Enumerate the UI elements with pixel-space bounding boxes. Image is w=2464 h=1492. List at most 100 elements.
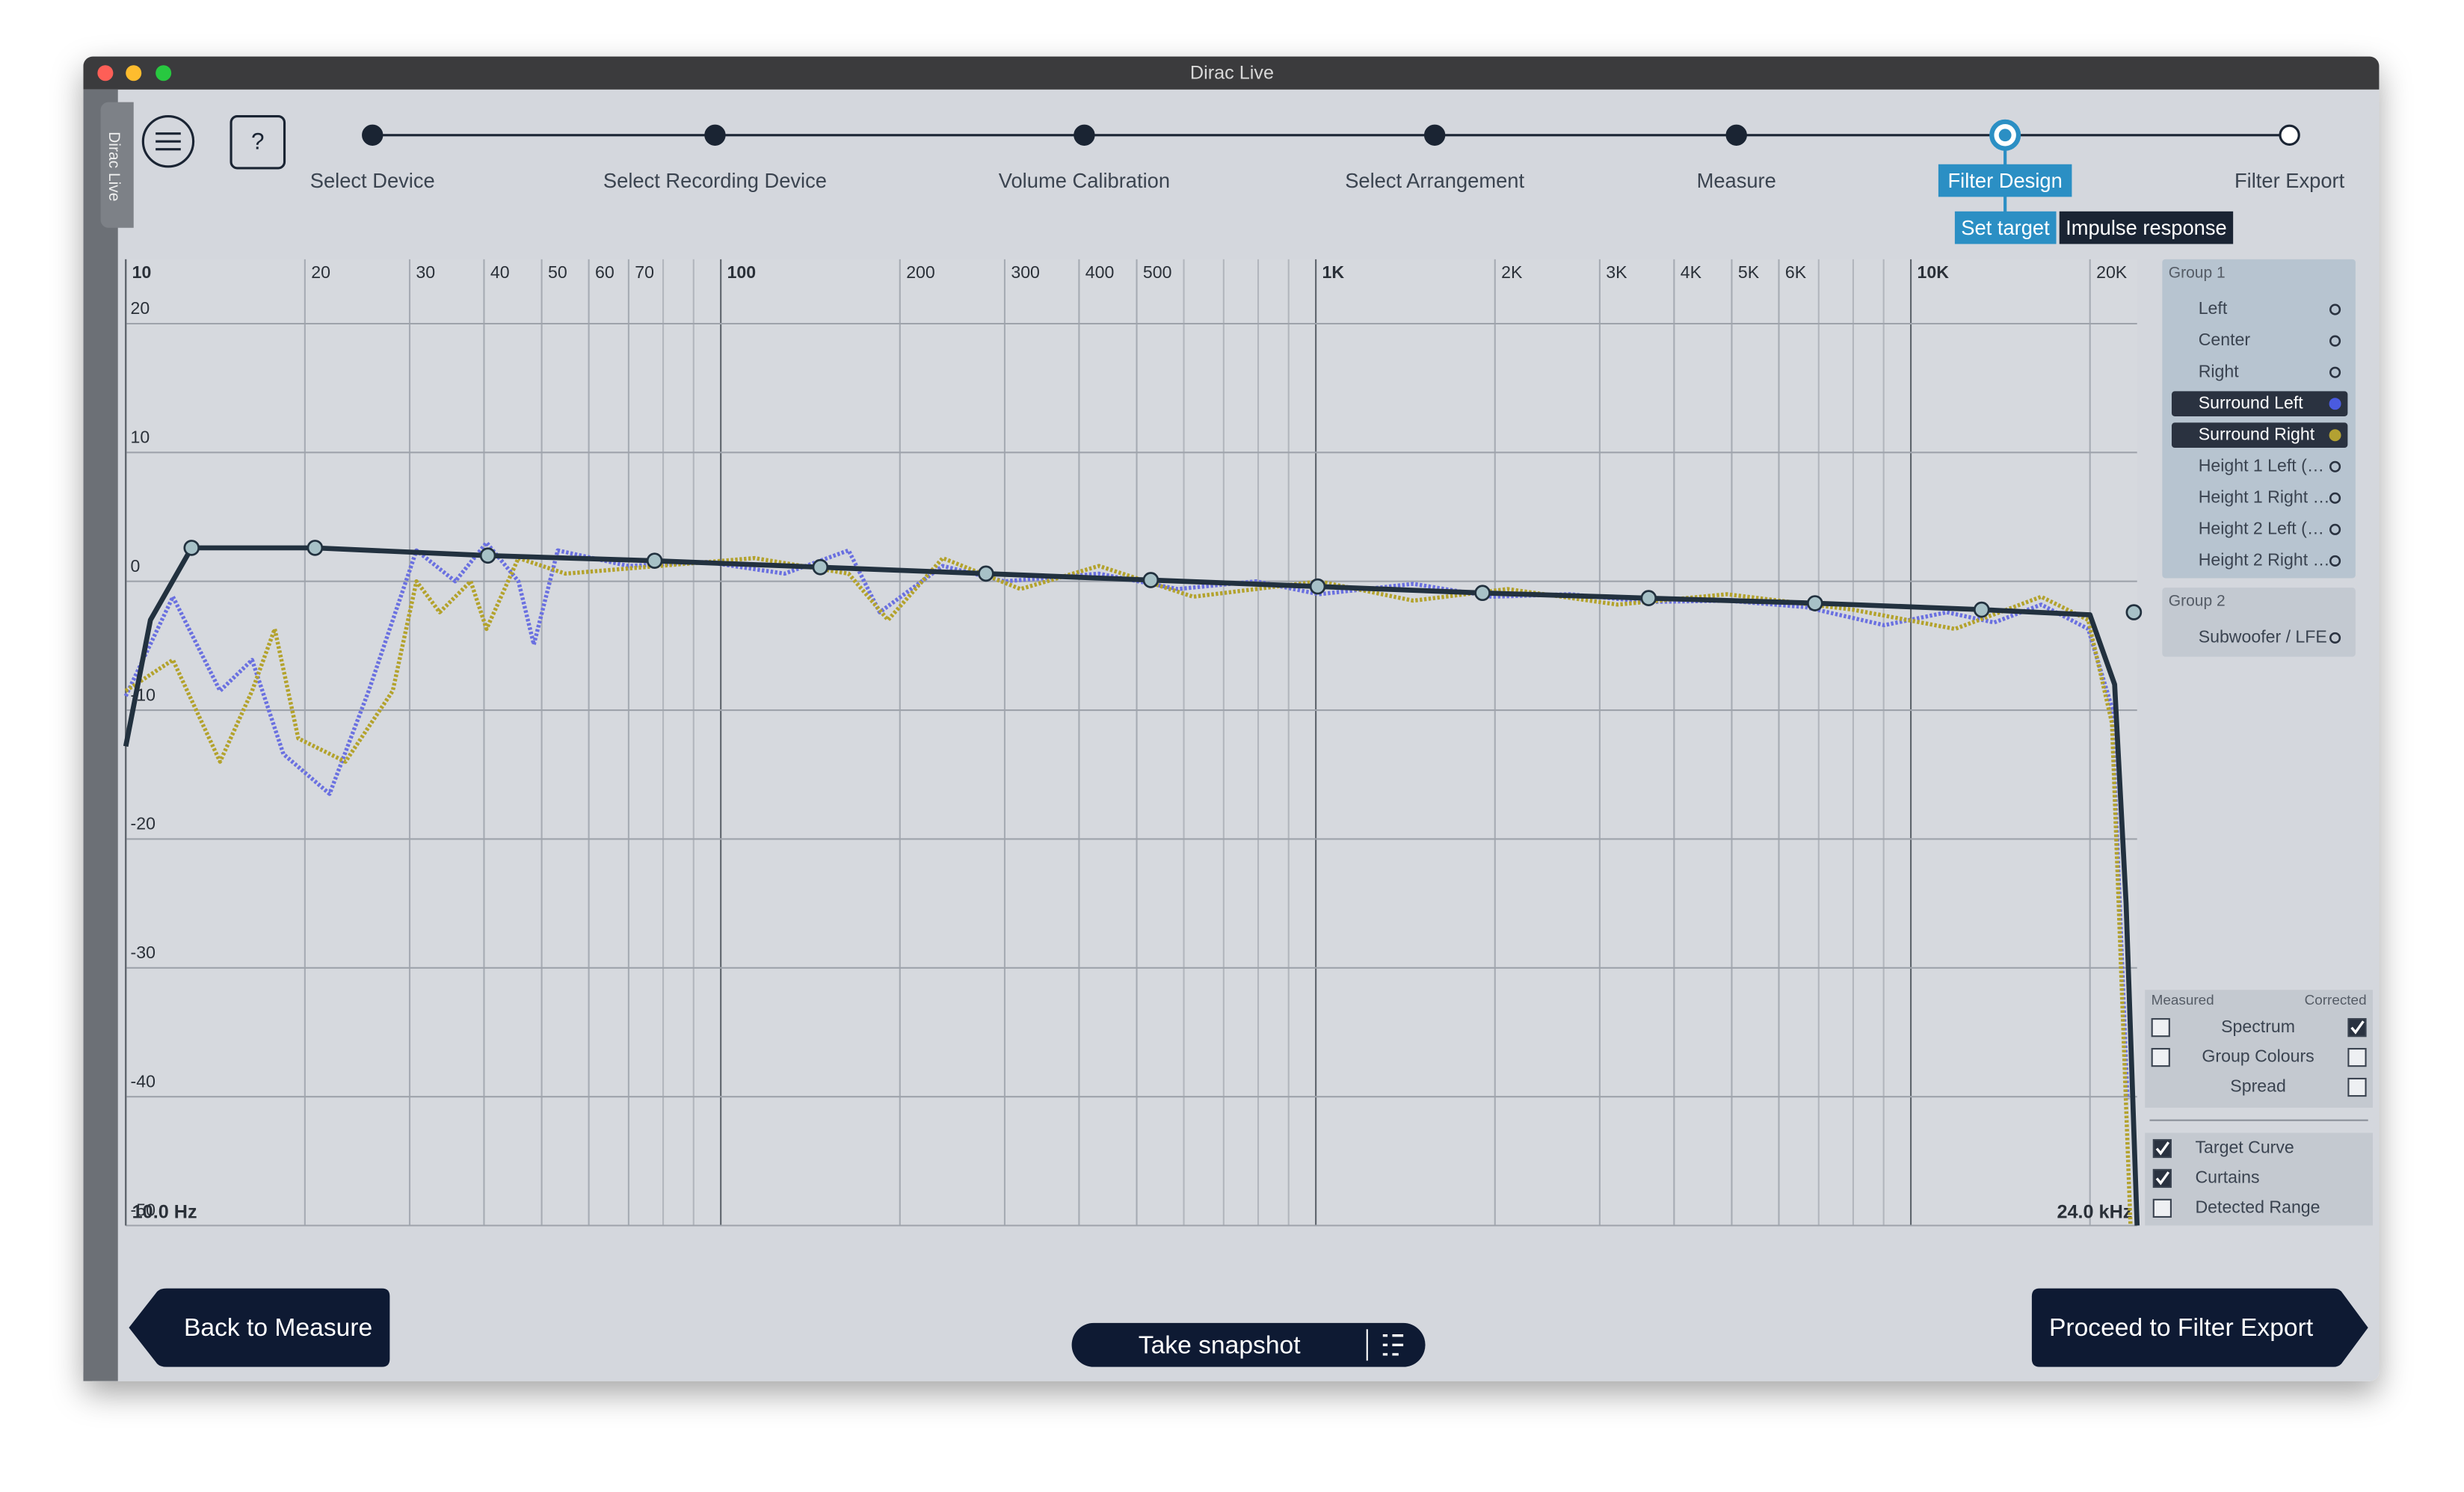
channel-group-title: Group 1 xyxy=(2169,264,2226,281)
control-point[interactable] xyxy=(1142,572,1159,588)
channel-dot[interactable] xyxy=(2329,555,2341,567)
step-node-active-core xyxy=(1998,129,2012,142)
overlay-label: Target Curve xyxy=(2195,1138,2294,1157)
zoom-button[interactable] xyxy=(155,65,172,81)
channel-dot[interactable] xyxy=(2329,460,2341,472)
channel-selected-bg[interactable] xyxy=(2171,391,2348,417)
proceed-button[interactable] xyxy=(2031,1288,2368,1367)
x-tick-label: 200 xyxy=(906,262,935,282)
step-label: Select Device xyxy=(310,169,435,192)
channel-label: Subwoofer / LFE xyxy=(2199,626,2327,646)
checkmark xyxy=(2350,1020,2365,1035)
option-label: Group Colours xyxy=(2202,1046,2314,1066)
step-label: Select Recording Device xyxy=(603,169,827,192)
channel-dot[interactable] xyxy=(2329,523,2341,535)
checkbox[interactable] xyxy=(2152,1198,2172,1218)
step-node[interactable] xyxy=(362,124,384,146)
control-point[interactable] xyxy=(1973,601,1990,618)
close-button[interactable] xyxy=(97,65,114,81)
x-tick-label: 3K xyxy=(1606,262,1627,282)
options-header: Corrected xyxy=(2305,993,2367,1008)
minimize-button[interactable] xyxy=(126,65,142,81)
checkbox[interactable] xyxy=(2347,1077,2367,1097)
x-tick-label: 60 xyxy=(595,262,615,282)
channel-dot[interactable] xyxy=(2329,366,2341,378)
channel-label: Right xyxy=(2199,361,2240,380)
step-node[interactable] xyxy=(704,124,726,146)
control-point[interactable] xyxy=(2125,604,2143,620)
channel-label: Surround Left xyxy=(2199,392,2304,412)
checkbox[interactable] xyxy=(2347,1047,2367,1067)
range-label: 24.0 kHz xyxy=(2057,1201,2132,1222)
window-title: Dirac Live xyxy=(1190,62,1274,83)
channel-dot[interactable] xyxy=(2329,492,2341,504)
y-tick-label: -40 xyxy=(131,1071,155,1091)
subtab[interactable] xyxy=(2059,211,2234,244)
channel-dot[interactable] xyxy=(2329,303,2341,315)
x-tick-label: 500 xyxy=(1143,262,1172,282)
channel-dot[interactable] xyxy=(2329,429,2341,442)
x-tick-label: 2K xyxy=(1501,262,1523,282)
overlay-options-panel xyxy=(2145,1132,2374,1226)
channel-label: Height 1 Right … xyxy=(2199,487,2330,506)
control-point[interactable] xyxy=(183,540,200,556)
snapshot-list-icon[interactable] xyxy=(1382,1334,1404,1356)
step-node[interactable] xyxy=(1074,124,1095,146)
step-label: Select Arrangement xyxy=(1345,169,1524,192)
target-curve xyxy=(123,545,2140,1226)
measured-curve xyxy=(123,540,2130,1100)
y-tick-label: -50 xyxy=(131,1200,155,1220)
checkbox[interactable] xyxy=(2151,1047,2170,1067)
menu-icon xyxy=(155,132,181,151)
sidebar xyxy=(83,89,118,1381)
x-tick-label: 6K xyxy=(1785,262,1807,282)
channel-dot[interactable] xyxy=(2329,632,2341,644)
channel-label: Height 1 Left (… xyxy=(2199,455,2324,475)
channel-label: Height 2 Right … xyxy=(2199,550,2330,570)
control-point[interactable] xyxy=(479,547,496,564)
snapshot-button[interactable] xyxy=(1071,1322,1426,1367)
step-node[interactable] xyxy=(2279,124,2300,146)
step-node[interactable] xyxy=(1725,124,1747,146)
x-tick-label: 300 xyxy=(1011,262,1040,282)
channel-group-title: Group 2 xyxy=(2169,593,2226,610)
x-tick-label: 20 xyxy=(311,262,330,282)
subtab[interactable] xyxy=(1954,211,2057,244)
channel-dot[interactable] xyxy=(2329,398,2341,410)
x-tick-label: 10K xyxy=(1917,262,1949,282)
control-point[interactable] xyxy=(1309,578,1326,595)
subtab-label: Impulse response xyxy=(2066,216,2227,239)
sidebar-tab-label: Dirac Live xyxy=(105,132,123,201)
control-point[interactable] xyxy=(1474,585,1491,602)
control-point[interactable] xyxy=(1806,595,1823,611)
control-point[interactable] xyxy=(812,558,829,576)
display-options-panel xyxy=(2145,990,2374,1108)
help-button[interactable] xyxy=(230,114,286,170)
step-label: Volume Calibration xyxy=(999,169,1170,192)
x-tick-label: 70 xyxy=(635,262,654,282)
menu-button[interactable] xyxy=(141,114,195,168)
step-label-active: Filter Design xyxy=(1947,169,2062,192)
x-tick-label: 40 xyxy=(490,262,510,282)
control-point[interactable] xyxy=(978,565,994,582)
channel-selected-bg[interactable] xyxy=(2171,422,2348,448)
proceed-button-label: Proceed to Filter Export xyxy=(2049,1314,2314,1342)
control-point[interactable] xyxy=(307,540,324,556)
channel-dot[interactable] xyxy=(2329,335,2341,347)
plot-area xyxy=(126,259,2137,1226)
y-tick-label: -30 xyxy=(131,943,155,962)
x-tick-label: 400 xyxy=(1085,262,1115,282)
step-label: Measure xyxy=(1697,169,1776,192)
overlay-label: Curtains xyxy=(2195,1168,2259,1187)
step-node[interactable] xyxy=(1423,124,1446,146)
checkbox[interactable] xyxy=(2151,1018,2170,1038)
y-tick-label: 0 xyxy=(131,556,141,576)
back-button[interactable] xyxy=(129,1288,390,1367)
control-point[interactable] xyxy=(646,552,663,569)
subtab-label: Set target xyxy=(1961,216,2050,239)
sidebar-tab[interactable] xyxy=(100,102,134,228)
control-point[interactable] xyxy=(1640,590,1657,606)
option-label: Spread xyxy=(2230,1076,2286,1096)
back-button-label: Back to Measure xyxy=(184,1314,372,1342)
